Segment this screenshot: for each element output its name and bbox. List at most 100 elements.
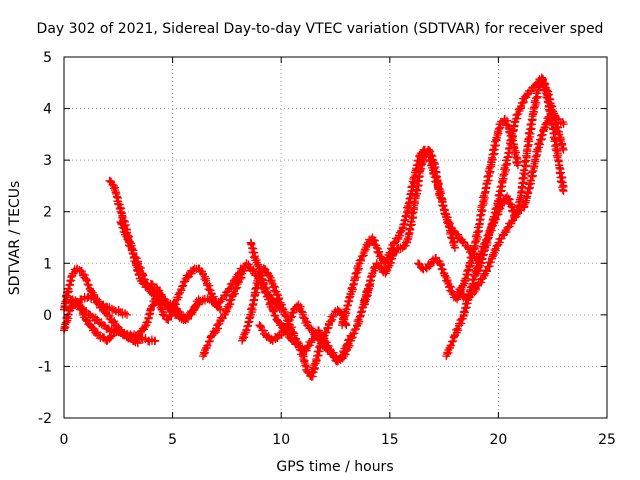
data-point: [430, 164, 439, 173]
data-point: [391, 248, 400, 257]
data-point: [450, 243, 459, 252]
data-point: [157, 290, 166, 299]
data-point: [342, 305, 351, 314]
data-point: [312, 352, 321, 361]
data-layer: [60, 73, 568, 381]
data-point: [527, 119, 536, 128]
data-point: [414, 176, 423, 185]
data-point: [255, 321, 264, 330]
data-point: [216, 305, 225, 314]
data-point: [480, 189, 489, 198]
data-point: [436, 261, 445, 270]
data-point: [431, 167, 440, 176]
data-point: [287, 313, 296, 322]
data-point: [356, 255, 365, 264]
data-point: [139, 271, 148, 280]
data-point: [491, 214, 500, 223]
data-point: [497, 182, 506, 191]
data-point: [558, 185, 567, 194]
data-point: [203, 341, 212, 350]
data-point: [267, 277, 276, 286]
data-point: [269, 307, 278, 316]
data-point: [81, 316, 90, 325]
data-point: [355, 313, 364, 322]
data-point: [553, 126, 562, 135]
y-axis-label: SDTVAR / TECUs: [7, 181, 23, 296]
plot-frame: [63, 56, 608, 419]
data-point: [495, 187, 504, 196]
data-point: [297, 307, 306, 316]
tick-layer: 0 5 10 15 20 25 -2 -1 0 1 2 3 4 5: [38, 50, 616, 448]
data-point: [126, 241, 135, 250]
data-point: [558, 144, 567, 153]
data-point: [156, 303, 165, 312]
data-point: [432, 172, 441, 181]
data-point: [278, 303, 287, 312]
x-tick-label: 10: [272, 432, 290, 448]
data-point: [227, 295, 236, 304]
data-point: [249, 248, 258, 257]
data-point: [153, 287, 162, 296]
data-point: [226, 300, 235, 309]
data-point: [239, 267, 248, 276]
data-point: [298, 313, 307, 322]
data-point: [257, 274, 266, 283]
data-point: [517, 99, 526, 108]
data-point: [455, 285, 464, 294]
data-point: [387, 258, 396, 267]
x-tick-label: 25: [598, 432, 616, 448]
data-point: [220, 310, 229, 319]
data-point: [475, 220, 484, 229]
data-point: [114, 200, 123, 209]
data-point: [271, 311, 280, 320]
data-point: [538, 75, 547, 84]
data-point: [446, 341, 455, 350]
data-point: [302, 317, 311, 326]
data-point: [381, 269, 390, 278]
data-point: [458, 237, 467, 246]
data-point: [359, 248, 368, 257]
data-point: [494, 125, 503, 134]
data-point: [508, 127, 517, 136]
data-point: [436, 193, 445, 202]
x-tick-label: 0: [60, 432, 69, 448]
data-point: [260, 283, 269, 292]
data-point: [261, 288, 270, 297]
data-point: [174, 290, 183, 299]
data-point: [325, 345, 334, 354]
y-tick-label: 5: [43, 50, 52, 66]
x-tick-label: 15: [381, 432, 399, 448]
data-point: [438, 265, 447, 274]
data-point: [443, 277, 452, 286]
data-point: [255, 267, 264, 276]
data-point: [84, 281, 93, 290]
data-point: [178, 282, 187, 291]
data-point: [307, 336, 316, 345]
y-tick-label: 2: [43, 205, 52, 221]
data-point: [538, 130, 547, 139]
x-tick-label: 5: [168, 432, 177, 448]
x-tick-label: 20: [489, 432, 507, 448]
data-point: [501, 161, 510, 170]
x-axis-label: GPS time / hours: [276, 459, 393, 475]
data-point: [503, 153, 512, 162]
data-point: [533, 145, 542, 154]
data-point: [469, 275, 478, 284]
data-point: [559, 120, 568, 129]
data-point: [141, 275, 150, 284]
data-point: [483, 234, 492, 243]
data-point: [535, 135, 544, 144]
data-point: [314, 347, 323, 356]
data-point: [322, 328, 331, 337]
data-point: [526, 176, 535, 185]
data-point: [507, 218, 516, 227]
data-point: [440, 209, 449, 218]
data-point: [151, 336, 160, 345]
y-tick-label: 0: [43, 308, 52, 324]
data-point: [387, 254, 396, 263]
data-point: [82, 276, 91, 285]
data-point: [329, 348, 338, 357]
data-point: [364, 284, 373, 293]
y-tick-label: -2: [38, 411, 52, 427]
data-point: [408, 209, 417, 218]
